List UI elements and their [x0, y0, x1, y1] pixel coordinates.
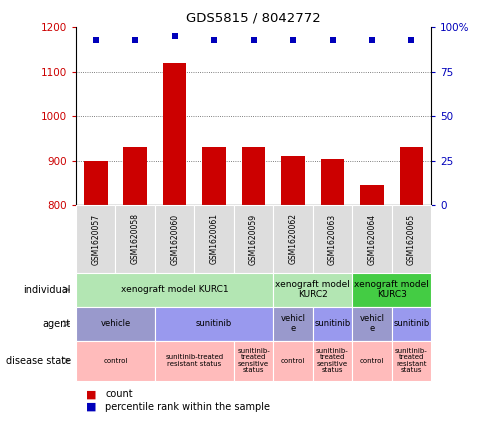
Text: vehicl
e: vehicl e	[281, 314, 306, 333]
Text: xenograft model
KURC2: xenograft model KURC2	[275, 280, 350, 299]
Text: sunitinib: sunitinib	[393, 319, 430, 328]
Bar	[202, 148, 226, 205]
Text: ■: ■	[86, 402, 96, 412]
Text: GSM1620059: GSM1620059	[249, 214, 258, 264]
Text: sunitinib-
treated
resistant
status: sunitinib- treated resistant status	[395, 348, 428, 374]
Text: percentile rank within the sample: percentile rank within the sample	[105, 402, 270, 412]
Title: GDS5815 / 8042772: GDS5815 / 8042772	[186, 12, 321, 25]
Text: GSM1620064: GSM1620064	[368, 214, 376, 264]
Bar	[400, 148, 423, 205]
Text: disease state: disease state	[6, 356, 71, 365]
Text: control: control	[103, 357, 127, 364]
Text: xenograft model KURC1: xenograft model KURC1	[121, 285, 228, 294]
Text: sunitinib: sunitinib	[196, 319, 232, 328]
Text: control: control	[281, 357, 305, 364]
Text: vehicle: vehicle	[100, 319, 130, 328]
Text: agent: agent	[43, 319, 71, 329]
Text: GSM1620061: GSM1620061	[210, 214, 219, 264]
Text: sunitinib-treated
resistant status: sunitinib-treated resistant status	[165, 354, 223, 367]
Text: control: control	[360, 357, 384, 364]
Bar	[281, 157, 305, 205]
Text: sunitinib-
treated
sensitive
status: sunitinib- treated sensitive status	[237, 348, 270, 374]
Bar	[360, 185, 384, 205]
Text: sunitinib-
treated
sensitive
status: sunitinib- treated sensitive status	[316, 348, 349, 374]
Bar	[163, 63, 187, 205]
Text: GSM1620063: GSM1620063	[328, 214, 337, 264]
Text: GSM1620062: GSM1620062	[289, 214, 297, 264]
Bar	[123, 148, 147, 205]
Text: xenograft model
KURC3: xenograft model KURC3	[354, 280, 429, 299]
Text: sunitinib: sunitinib	[315, 319, 351, 328]
Bar	[320, 159, 344, 205]
Text: individual: individual	[24, 285, 71, 295]
Text: ■: ■	[86, 389, 96, 399]
Text: vehicl
e: vehicl e	[360, 314, 385, 333]
Text: GSM1620065: GSM1620065	[407, 214, 416, 264]
Text: GSM1620060: GSM1620060	[170, 214, 179, 264]
Text: GSM1620057: GSM1620057	[91, 214, 100, 264]
Text: count: count	[105, 389, 133, 399]
Bar	[242, 148, 266, 205]
Bar	[84, 161, 107, 205]
Text: GSM1620058: GSM1620058	[131, 214, 140, 264]
